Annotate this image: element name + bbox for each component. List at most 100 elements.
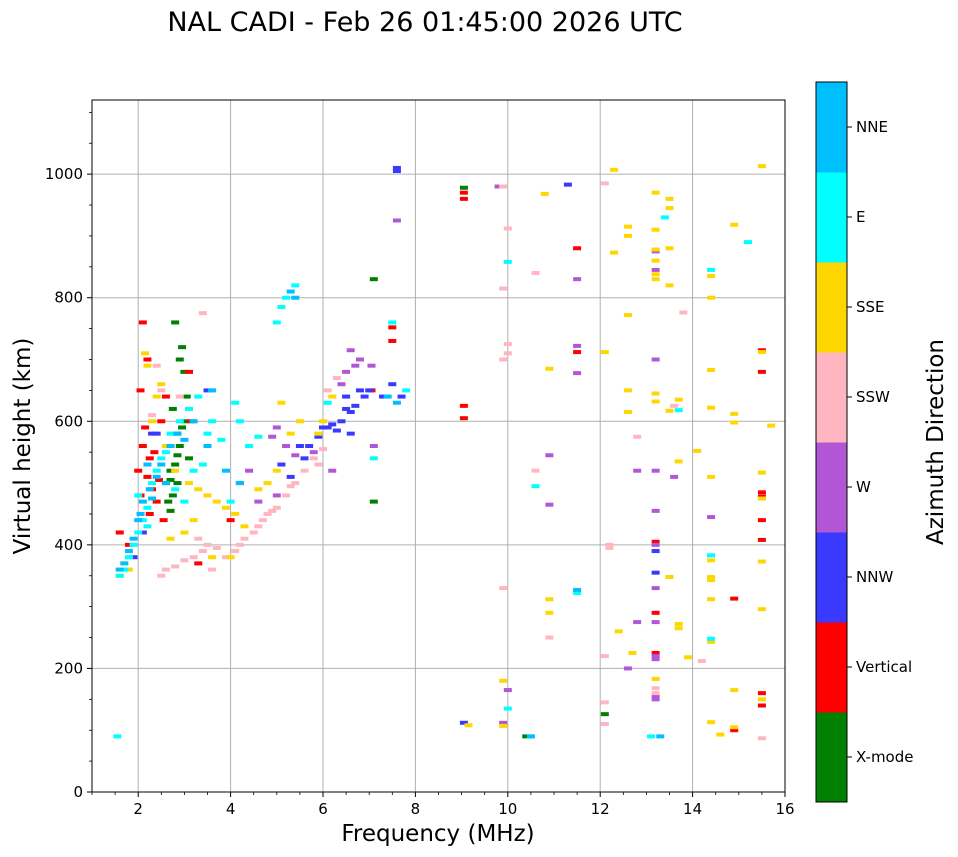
data-point-nnw (392, 169, 401, 174)
data-point-sse (143, 363, 152, 368)
data-point-sse (665, 196, 674, 201)
data-point-ssw (757, 736, 766, 741)
data-point-w (272, 425, 281, 430)
data-point-sse (545, 366, 554, 371)
data-point-sse (674, 459, 683, 464)
data-point-sse (464, 723, 473, 728)
y-axis-ticks: 0 200 400 600 800 1000 (45, 111, 92, 801)
data-point-ssw (221, 555, 230, 560)
data-point-vertical (651, 539, 660, 544)
data-point-e (503, 259, 512, 264)
data-point-vertical (388, 338, 397, 343)
data-point-w (651, 468, 660, 473)
x-tick-label: 8 (411, 800, 421, 818)
data-point-e (272, 320, 281, 325)
data-point-ssw (332, 376, 341, 381)
data-point-nne (383, 394, 392, 399)
data-point-vertical (757, 537, 766, 542)
data-point-vertical (757, 518, 766, 523)
data-point-x-mode (182, 394, 191, 399)
data-point-w (707, 515, 716, 520)
data-point-ssw (198, 311, 207, 316)
data-point-ssw (286, 484, 295, 489)
data-point-w (573, 371, 582, 376)
data-point-sse (157, 382, 166, 387)
data-point-nnw (286, 474, 295, 479)
colorbar-tick-label: X-mode (856, 748, 913, 766)
data-point-nne (157, 462, 166, 467)
data-point-nne (138, 499, 147, 504)
data-point-e (124, 555, 133, 560)
data-point-ssw (282, 493, 291, 498)
data-point-ssw (208, 567, 217, 572)
data-point-e (674, 408, 683, 413)
data-point-nne (286, 289, 295, 294)
data-point-ssw (254, 524, 263, 529)
data-point-nnw (351, 403, 360, 408)
data-point-w (351, 363, 360, 368)
data-point-sse (226, 555, 235, 560)
data-point-sse (124, 567, 133, 572)
data-point-sse (628, 650, 637, 655)
data-point-e (226, 499, 235, 504)
data-point-ssw (314, 462, 323, 467)
data-point-nne (129, 536, 138, 541)
data-point-sse (757, 559, 766, 564)
data-point-nne (124, 549, 133, 554)
data-point-ssw (600, 722, 609, 727)
data-point-e (744, 240, 753, 245)
data-point-nnw (332, 428, 341, 433)
data-point-e (120, 567, 129, 572)
data-point-nnw (379, 394, 388, 399)
data-point-sse (651, 272, 660, 277)
data-point-e (573, 591, 582, 596)
data-point-e (175, 419, 184, 424)
data-point-sse (665, 408, 674, 413)
data-point-sse (194, 487, 203, 492)
y-tick-label: 400 (54, 536, 83, 554)
data-point-e (245, 444, 254, 448)
data-point-sse (730, 420, 739, 425)
data-point-ssw (263, 511, 272, 516)
data-point-ssw (249, 530, 258, 535)
data-point-ssw (148, 413, 157, 418)
data-point-ssw (503, 342, 512, 347)
data-point-ssw (231, 549, 240, 554)
data-point-sse (148, 419, 157, 424)
data-point-sse (665, 574, 674, 579)
data-point-vertical (185, 369, 194, 374)
data-point-nne (120, 561, 129, 566)
data-point-sse (707, 274, 716, 279)
data-point-sse (319, 419, 327, 424)
data-point-nnw (651, 549, 660, 554)
data-point-sse (610, 250, 619, 255)
data-point-w (369, 444, 378, 448)
data-point-e (189, 468, 198, 473)
data-point-x-mode (173, 453, 182, 458)
data-point-x-mode (166, 508, 175, 513)
data-point-vertical (757, 703, 766, 708)
data-point-nne (134, 518, 143, 523)
data-point-sse (730, 222, 739, 227)
data-point-ssw (499, 184, 508, 189)
data-point-ssw (531, 271, 540, 275)
data-point-nne (291, 295, 300, 300)
data-point-vertical (573, 246, 582, 251)
data-point-e (647, 734, 656, 739)
data-point-vertical (138, 444, 147, 448)
data-point-e (203, 431, 212, 436)
data-point-vertical (138, 320, 147, 325)
plot-frame (91, 99, 786, 793)
data-point-e (254, 434, 263, 439)
data-point-w (392, 218, 401, 223)
data-point-w (328, 468, 337, 473)
data-point-nne (166, 444, 175, 448)
data-point-nnw (563, 182, 572, 187)
data-point-nne (221, 468, 230, 473)
data-point-w (623, 666, 632, 671)
data-point-ssw (268, 508, 277, 513)
data-point-sse (707, 574, 716, 579)
data-point-sse (730, 725, 739, 730)
data-point-ssw (605, 545, 614, 550)
data-point-vertical (154, 477, 163, 482)
